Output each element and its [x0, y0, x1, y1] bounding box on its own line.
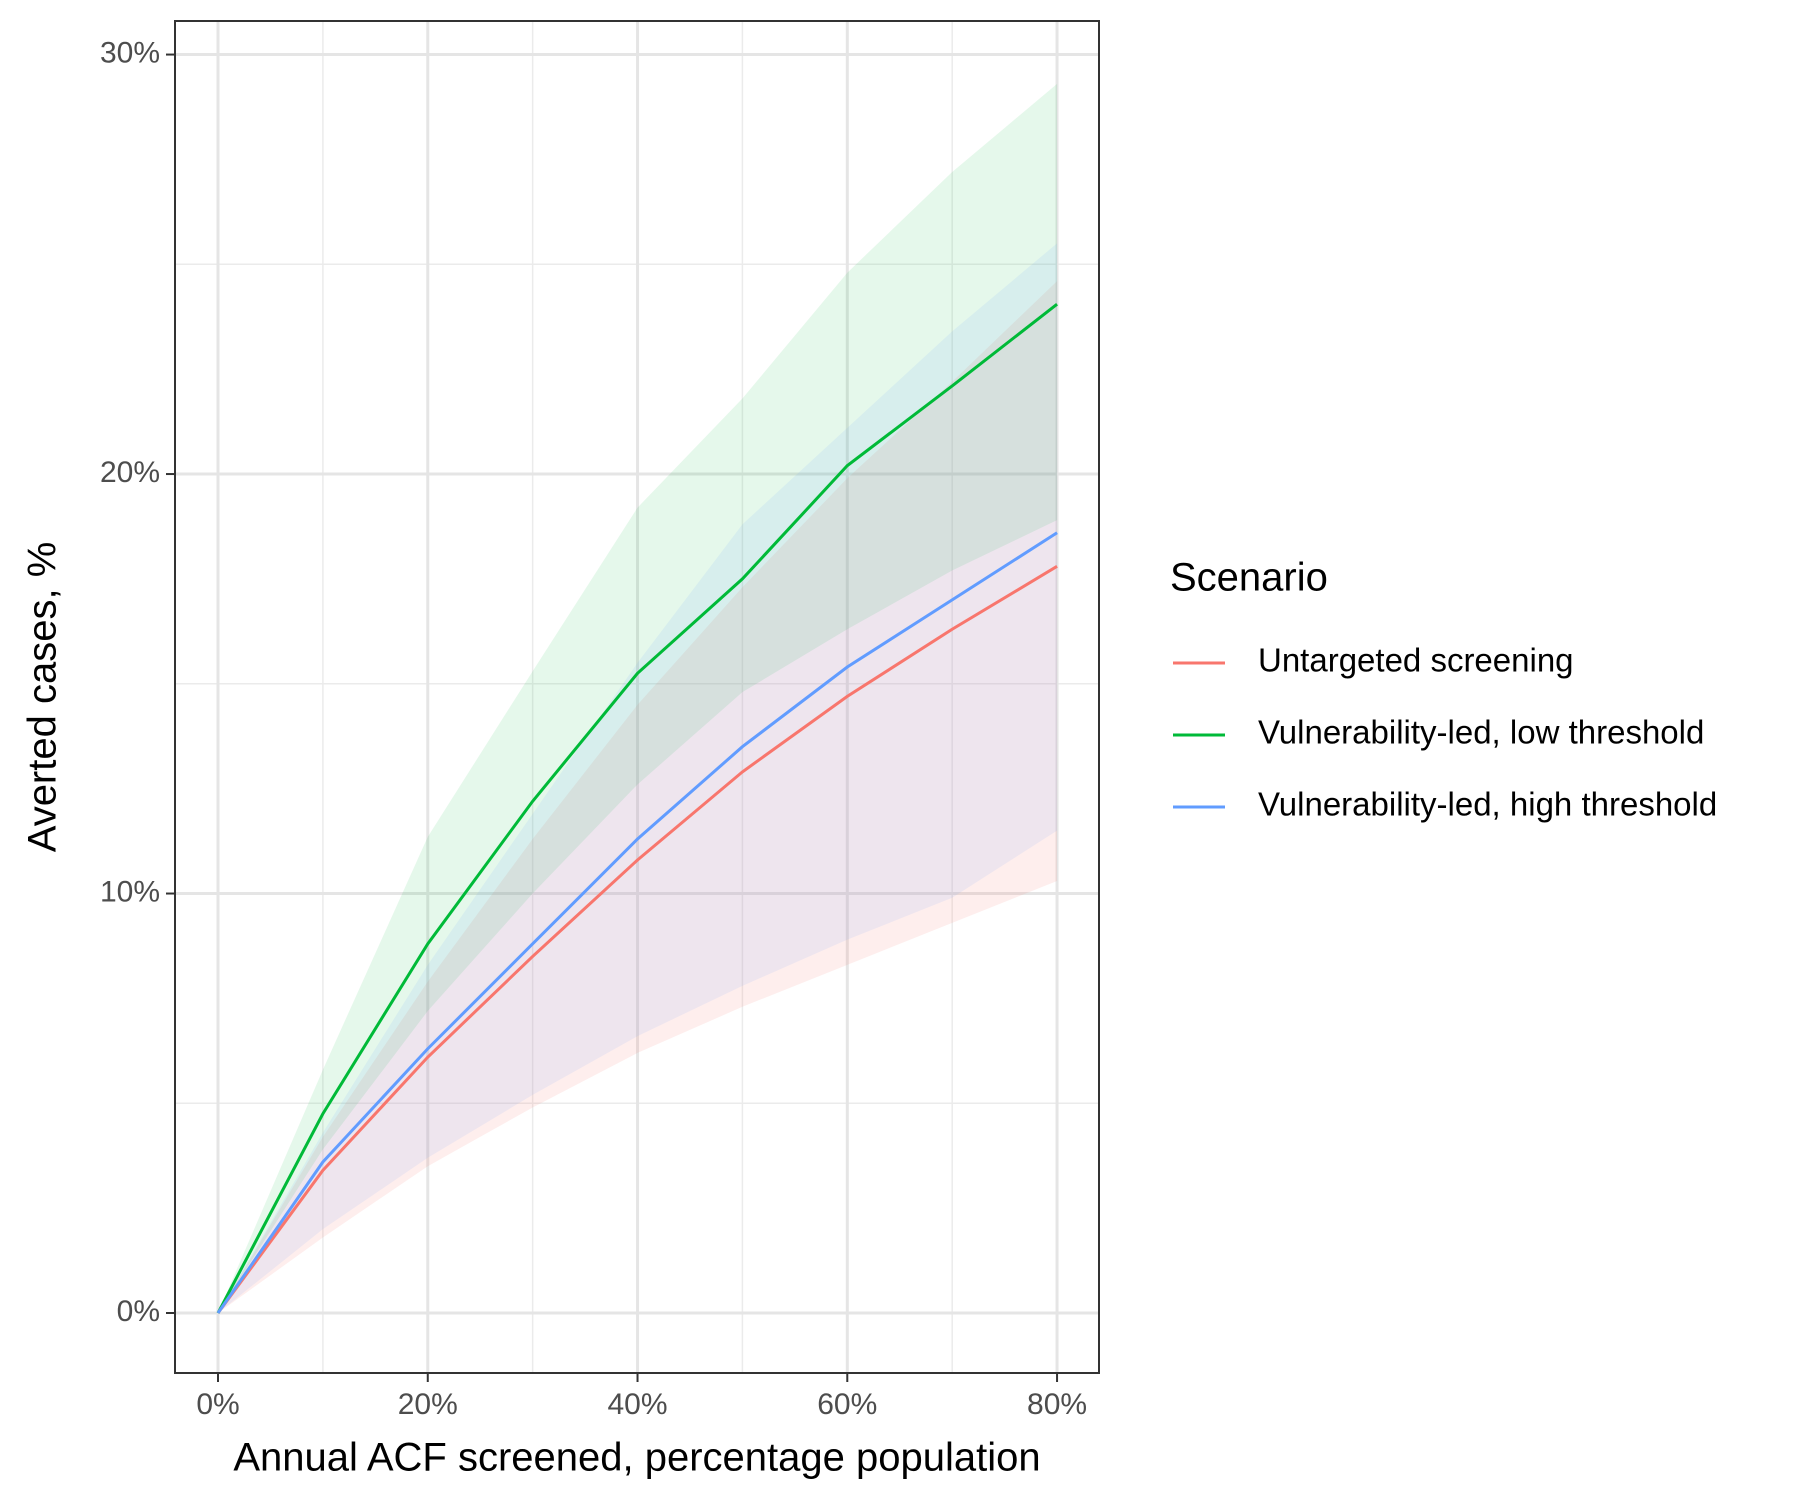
line: [216, 565, 1058, 1314]
ci-band: [218, 243, 1058, 1314]
x-tick-label: 40%: [608, 1388, 668, 1421]
ci-band: [218, 83, 1058, 1314]
y-tick-label: 10%: [100, 875, 160, 908]
x-axis-title: Annual ACF screened, percentage populati…: [233, 1436, 1040, 1480]
legend-title: Scenario: [1170, 556, 1328, 600]
x-tick-label: 20%: [398, 1388, 458, 1421]
y-tick-label: 30%: [100, 36, 160, 69]
y-tick-label: 20%: [100, 456, 160, 489]
legend-label: Vulnerability-led, high threshold: [1258, 786, 1717, 823]
x-tick-label: 60%: [817, 1388, 877, 1421]
line: [216, 302, 1058, 1314]
y-tick-label: 0%: [117, 1295, 160, 1328]
line: [216, 531, 1058, 1314]
panel-border: [174, 20, 1100, 1374]
legend-label: Vulnerability-led, low threshold: [1258, 714, 1704, 751]
x-tick-label: 0%: [196, 1388, 239, 1421]
ci-band: [218, 281, 1058, 1314]
y-axis-title: Averted cases, %: [21, 542, 65, 853]
x-tick-label: 80%: [1027, 1388, 1087, 1421]
legend-label: Untargeted screening: [1258, 642, 1574, 679]
